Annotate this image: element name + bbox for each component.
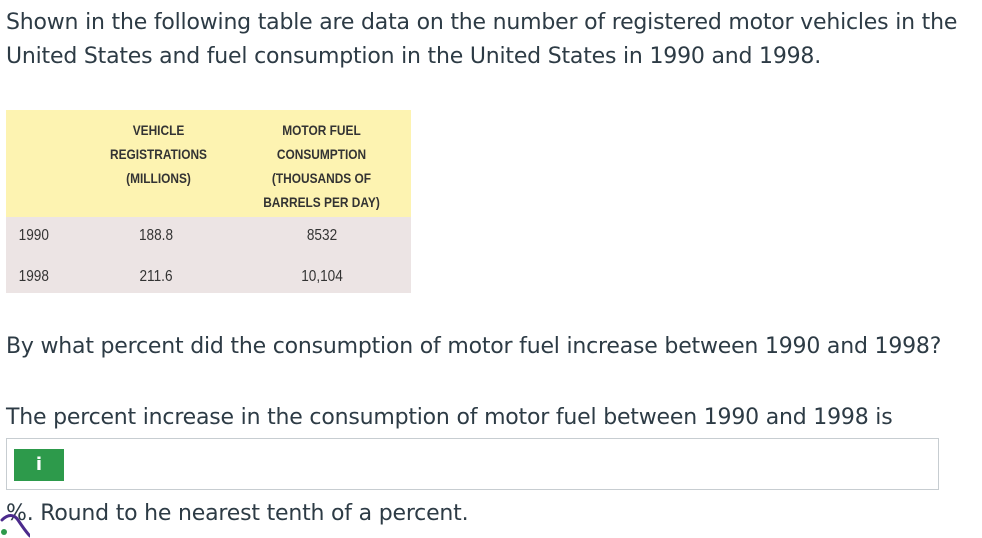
answer-field-container[interactable]: i [6,438,941,491]
vehicle-fuel-table: VEHICLE REGISTRATIONS (MILLIONS) MOTOR F… [6,110,411,293]
row-1990-fuel: 8532 [306,227,338,244]
table-header-row [6,110,411,217]
cursor-icon [0,514,30,538]
row-1998-registrations: 211.6 [139,268,173,285]
table-body [6,217,411,293]
problem-intro: Shown in the following table are data on… [6,10,958,69]
row-1998-fuel: 10,104 [301,268,343,285]
answer-prompt: The percent increase in the consumption … [6,405,893,430]
percent-answer-input[interactable] [71,439,941,491]
row-1990-year: 1990 [18,227,49,244]
header-vehicle-registrations: VEHICLE REGISTRATIONS (MILLIONS) [110,122,207,186]
row-1998-year: 1998 [18,268,49,285]
info-icon[interactable]: i [14,449,64,481]
row-1990-registrations: 188.8 [138,227,174,244]
header-motor-fuel-consumption: MOTOR FUEL CONSUMPTION (THOUSANDS OF BAR… [263,122,380,210]
rounding-instruction: %. Round to he nearest tenth of a percen… [6,501,469,526]
question-text: By what percent did the consumption of m… [6,334,942,359]
